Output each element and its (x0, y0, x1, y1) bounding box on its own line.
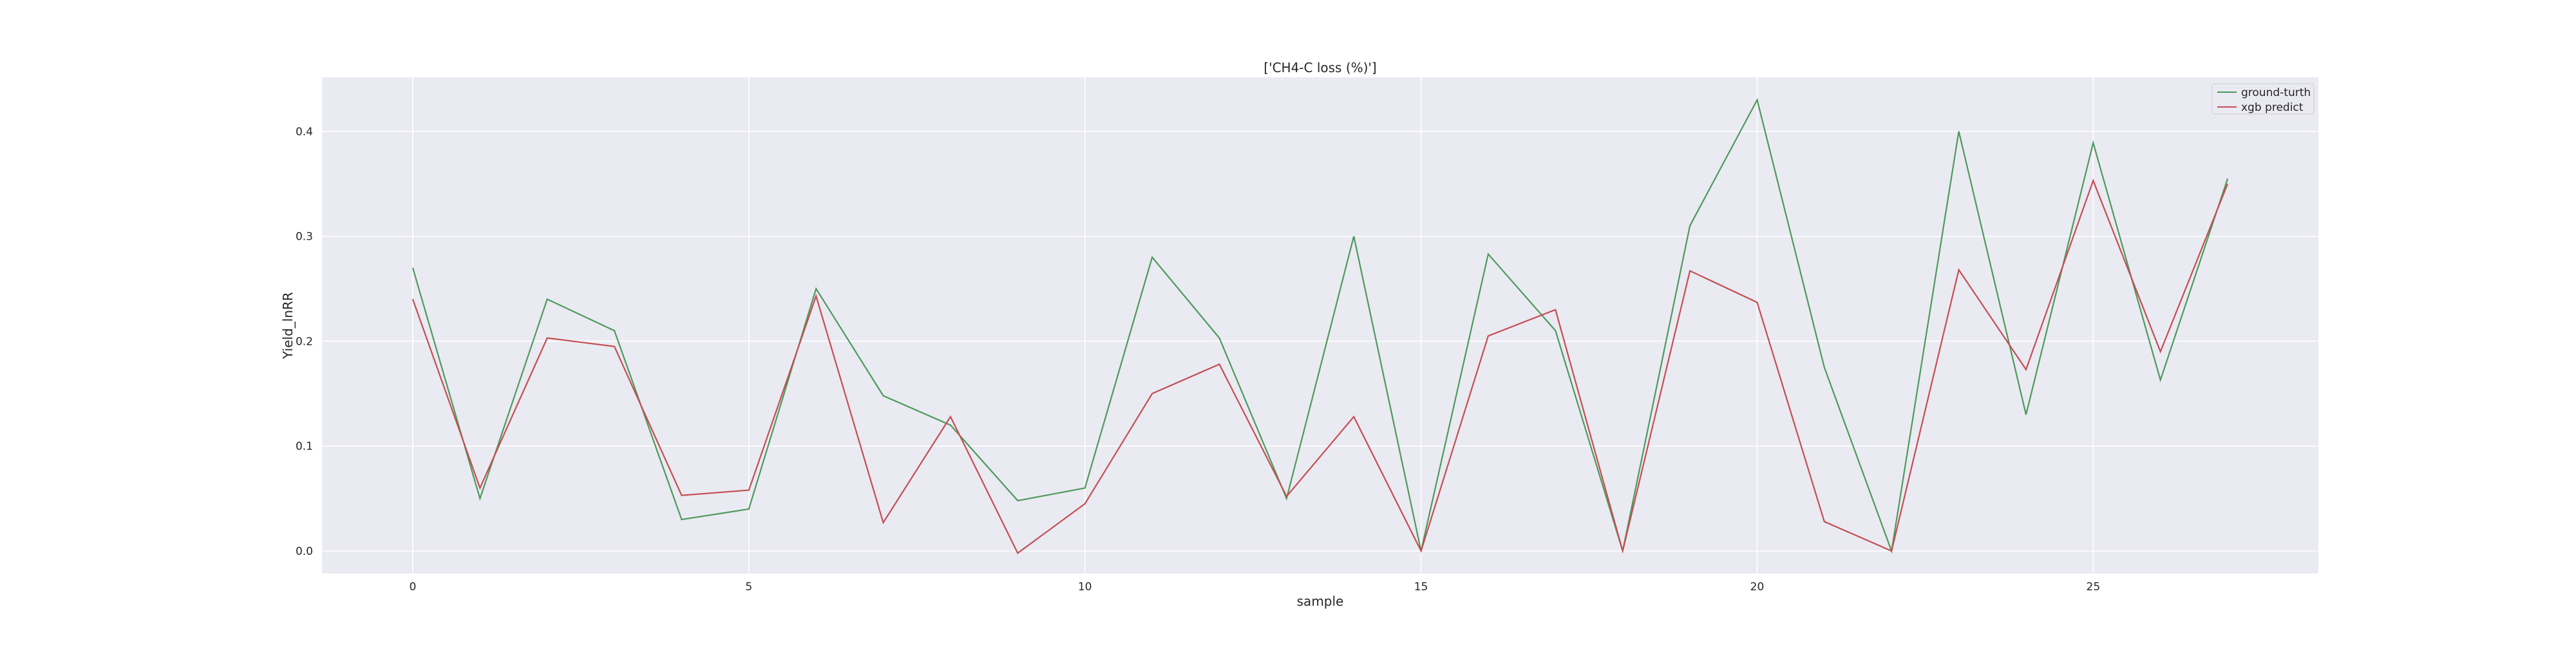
x-axis-ticks: 0 5 10 15 20 25 (409, 581, 2100, 594)
y-axis-label: Yield_lnRR (280, 292, 296, 360)
y-tick-label: 0.2 (296, 335, 313, 348)
y-tick-label: 0.0 (296, 545, 313, 558)
chart-title: ['CH4-C loss (%)'] (1264, 60, 1376, 75)
x-tick-label: 20 (1750, 581, 1765, 594)
y-axis-ticks: 0.0 0.1 0.2 0.3 0.4 (296, 126, 313, 558)
y-tick-label: 0.3 (296, 231, 313, 244)
x-tick-label: 0 (409, 581, 416, 594)
legend-label-ground-turth: ground-turth (2241, 86, 2311, 99)
x-tick-label: 10 (1078, 581, 1092, 594)
x-axis-label: sample (1297, 594, 1344, 609)
y-tick-label: 0.4 (296, 126, 313, 139)
legend: ground-turth xgb predict (2211, 83, 2315, 115)
x-tick-label: 5 (745, 581, 752, 594)
x-tick-label: 25 (2087, 581, 2101, 594)
legend-box (2211, 83, 2315, 115)
x-tick-label: 15 (1414, 581, 1428, 594)
plot-area (322, 77, 2318, 574)
series-line-ground-turth (412, 97, 2229, 554)
legend-label-xgb-predict: xgb predict (2241, 101, 2304, 114)
series-lines (412, 97, 2229, 554)
y-tick-label: 0.1 (296, 440, 313, 453)
series-line-xgb-predict (412, 179, 2229, 554)
grid (322, 77, 2318, 574)
